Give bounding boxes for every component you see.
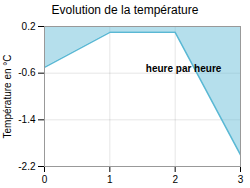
svg-text:Température en °C: Température en °C: [2, 54, 13, 138]
svg-text:3: 3: [238, 174, 244, 185]
svg-text:0: 0: [42, 174, 48, 185]
svg-text:0.2: 0.2: [22, 21, 36, 32]
svg-text:-1.4: -1.4: [18, 114, 36, 125]
svg-text:-2.2: -2.2: [18, 161, 36, 172]
html-text:Evolution de la température: Evolution de la température: [51, 3, 199, 17]
svg-text:heure par heure: heure par heure: [146, 63, 222, 74]
svg-text:-0.6: -0.6: [18, 67, 36, 78]
svg-text:2: 2: [172, 174, 178, 185]
svg-text:1: 1: [107, 174, 113, 185]
